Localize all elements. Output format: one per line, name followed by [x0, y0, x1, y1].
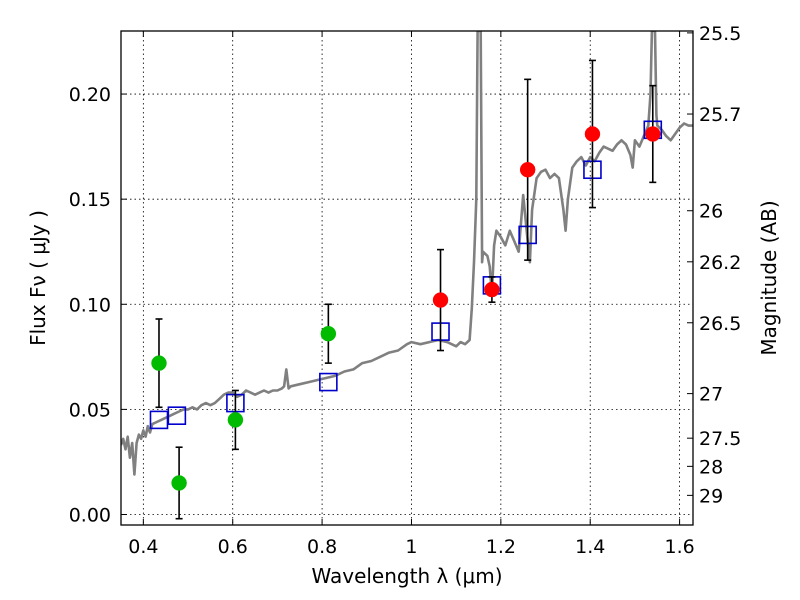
- y-tick-label: 0.10: [69, 294, 111, 316]
- right-tick-label: 28: [699, 456, 723, 478]
- model-square-marker: [167, 406, 187, 425]
- x-tick-label: 1: [405, 536, 417, 558]
- right-tick-label: 27: [699, 384, 723, 406]
- right-tick-label: 26.2: [699, 252, 741, 274]
- right-tick-label: 25.7: [699, 104, 741, 126]
- observed-point: [227, 412, 244, 428]
- observed-point: [584, 126, 601, 142]
- x-axis-label: Wavelength λ (μm): [311, 564, 502, 588]
- y-tick-label: 0.05: [69, 399, 111, 421]
- observed-point: [320, 325, 337, 342]
- x-tick-label: 1.2: [486, 536, 516, 558]
- x-tick-label: 0.8: [307, 536, 337, 558]
- right-tick-label: 26: [699, 201, 723, 223]
- observed-point: [645, 126, 661, 142]
- right-tick-label: 26.5: [699, 313, 741, 335]
- y-tick-label: 0.15: [69, 189, 111, 211]
- right-tick-label: 25.5: [699, 23, 741, 45]
- right-axis-label: Magnitude (AB): [757, 200, 781, 355]
- x-tick-label: 0.4: [128, 536, 158, 558]
- observed-point: [432, 292, 449, 308]
- plot-background: [121, 31, 693, 525]
- model-square-marker: [149, 410, 169, 430]
- y-tick-label: 0.20: [69, 84, 111, 106]
- x-axis-ticks: 0.4 0.6 0.8 1 1.2 1.4 1.6: [128, 31, 695, 558]
- x-tick-label: 1.6: [664, 536, 694, 558]
- model-square-marker: [319, 372, 338, 392]
- grid: [121, 31, 693, 525]
- y-axis-label: Flux Fν ( μJy ): [26, 210, 50, 346]
- y-axis-ticks: 0.00 0.05 0.10 0.15 0.20: [69, 84, 127, 526]
- observed-point: [519, 161, 536, 178]
- series-layer: [121, 31, 693, 476]
- points-layer: [149, 59, 663, 520]
- observed-point: [484, 281, 500, 298]
- x-tick-label: 0.6: [218, 536, 248, 558]
- right-tick-label: 29: [699, 485, 723, 507]
- observed-point: [171, 475, 187, 491]
- x-tick-label: 1.4: [575, 536, 605, 558]
- y-tick-label: 0.00: [69, 504, 111, 526]
- spectrum-line: [121, 31, 693, 476]
- right-tick-label: 27.5: [699, 428, 741, 450]
- right-axis-ticks: 25.5 25.7 26 26.2 26.5 27 27.5 28 29: [687, 23, 741, 507]
- observed-point: [151, 355, 167, 371]
- plot-frame: [120, 30, 694, 526]
